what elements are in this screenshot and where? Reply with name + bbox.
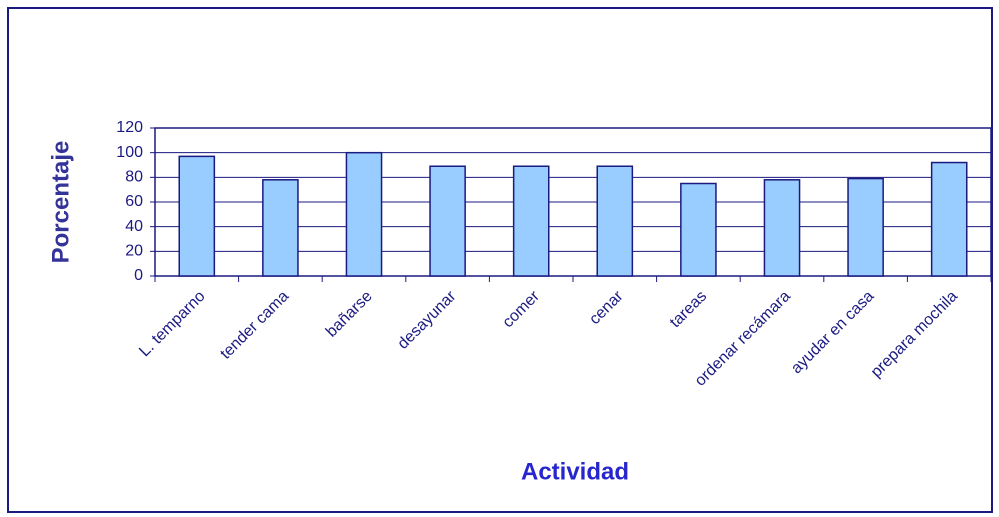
bar <box>847 177 884 277</box>
y-tick-label: 20 <box>125 243 143 260</box>
bar <box>680 182 717 277</box>
y-tick-label: 60 <box>125 193 143 210</box>
y-tick-label: 80 <box>125 169 143 186</box>
bar <box>596 165 634 277</box>
bar <box>345 151 383 277</box>
bar <box>178 155 216 277</box>
y-tick-label: 40 <box>125 218 143 235</box>
bar <box>429 165 466 277</box>
y-tick-label: 100 <box>116 144 143 161</box>
y-tick-label: 0 <box>134 267 143 284</box>
bar <box>262 179 299 277</box>
bar <box>930 161 968 277</box>
x-axis-title: Actividad <box>521 458 629 485</box>
bar <box>512 165 550 277</box>
y-axis-title: Porcentaje <box>47 141 74 264</box>
bar <box>763 179 801 277</box>
y-tick-label: 120 <box>116 119 143 136</box>
